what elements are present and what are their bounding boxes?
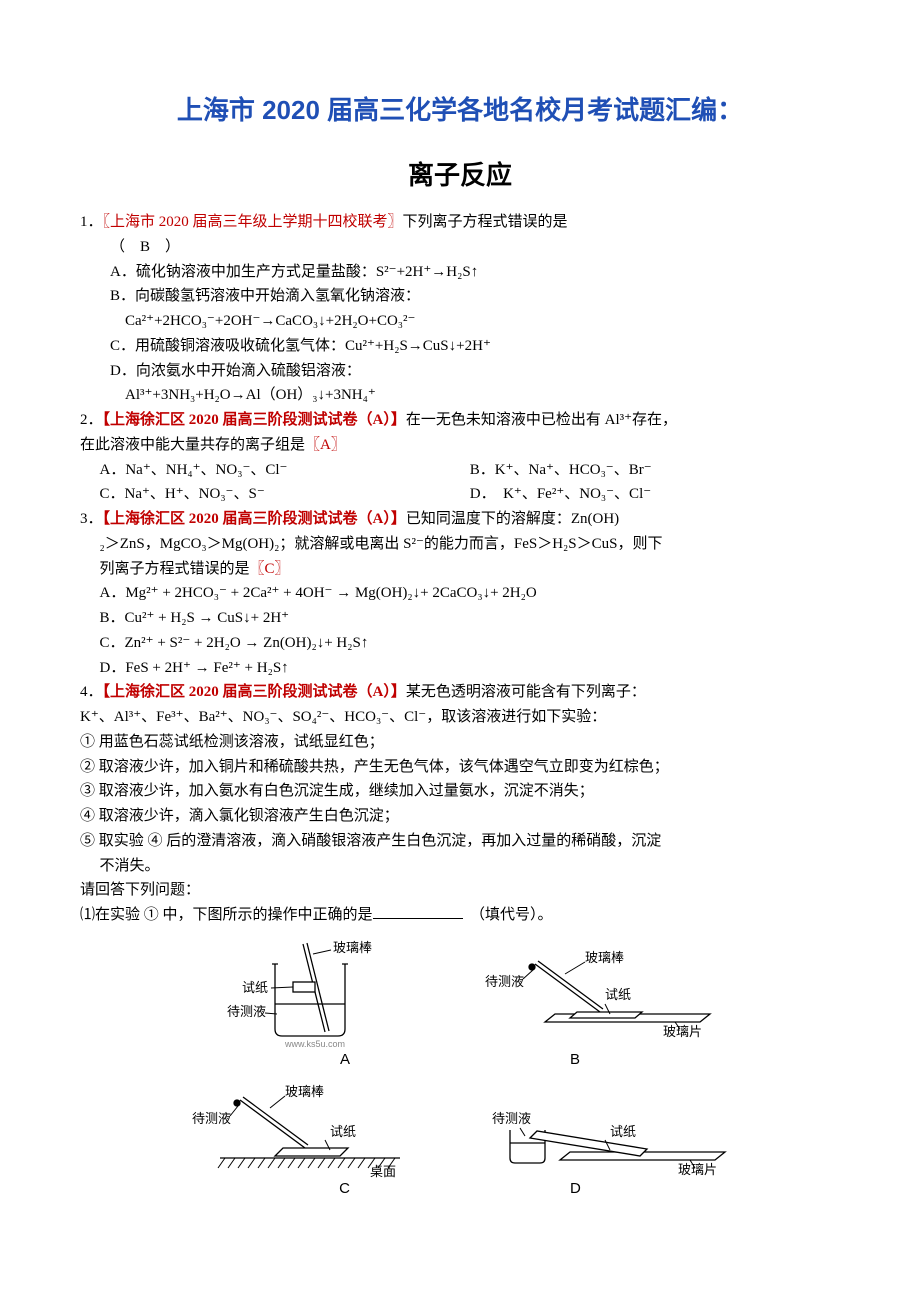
fig-label-a: A xyxy=(340,1051,350,1068)
q4-step5a: ⑤ 取实验 ④ 后的澄清溶液，滴入硝酸银溶液产生白色沉淀，再加入过量的稀硝酸，沉… xyxy=(80,829,840,854)
watermark: www.ks5u.com xyxy=(284,1039,345,1049)
q2-stem-line1: 2．【上海徐汇区 2020 届高三阶段测试试卷（A）】在一无色未知溶液中已检出有… xyxy=(80,408,840,433)
q3-stem-a: 已知同温度下的溶解度：Zn(OH) xyxy=(406,511,619,527)
q3-optB: B．Cu²⁺ + H₂S → CuS↓+ 2H⁺ xyxy=(80,606,840,631)
q2-answer: 〖A〗 xyxy=(305,437,346,453)
q4-step5b: 不消失。 xyxy=(80,854,840,879)
sub-title: 离子反应 xyxy=(80,155,840,192)
label-glass-rod-c: 玻璃棒 xyxy=(285,1084,324,1099)
q2-stem-line2: 在此溶液中能大量共存的离子组是〖A〗 xyxy=(80,433,840,458)
q1-optA: A．硫化钠溶液中加生产方式足量盐酸：S²⁻+2H⁺→H₂S↑ xyxy=(80,260,840,285)
q3-stem-line1: 3．【上海徐汇区 2020 届高三阶段测试试卷（A）】已知同温度下的溶解度：Zn… xyxy=(80,507,840,532)
label-glass-slide-b: 玻璃片 xyxy=(663,1024,702,1039)
q4-stem-line2: K⁺、Al³⁺、Fe³⁺、Ba²⁺、NO₃⁻、SO₄²⁻、HCO₃⁻、Cl⁻，取… xyxy=(80,705,840,730)
label-solution-b: 待测液 xyxy=(485,974,524,989)
figure-labels-row1: A B xyxy=(80,1051,840,1068)
q4-step1: ① 用蓝色石蕊试纸检测该溶液，试纸显红色； xyxy=(80,730,840,755)
q4-stem-a: 某无色透明溶液可能含有下列离子： xyxy=(406,684,646,700)
q2-options-row1: A．Na⁺、NH₄⁺、NO₃⁻、Cl⁻ B．K⁺、Na⁺、HCO₃⁻、Br⁻ xyxy=(80,458,840,483)
q4-step2: ② 取溶液少许，加入铜片和稀硫酸共热，产生无色气体，该气体遇空气立即变为红棕色； xyxy=(80,755,840,780)
q1-stem: 1．〖上海市 2020 届高三年级上学期十四校联考〗下列离子方程式错误的是 xyxy=(80,210,840,235)
q1-optB: B．向碳酸氢钙溶液中开始滴入氢氧化钠溶液： xyxy=(80,284,840,309)
q1-optD: D．向浓氨水中开始滴入硫酸铝溶液： xyxy=(80,359,840,384)
q3-stem-line2: ₂＞ZnS，MgCO₃＞Mg(OH)₂；就溶解或电离出 S²⁻的能力而言，FeS… xyxy=(80,532,840,557)
q1-stem-text: 下列离子方程式错误的是 xyxy=(403,214,568,230)
q2-stem-b: 在此溶液中能大量共存的离子组是 xyxy=(80,437,305,453)
fig-label-d: D xyxy=(570,1180,581,1197)
q2-optD: D． K⁺、Fe²⁺、NO₃⁻、Cl⁻ xyxy=(470,482,840,507)
page: 上海市 2020 届高三化学各地名校月考试题汇编： 离子反应 1．〖上海市 20… xyxy=(0,0,920,1237)
q4-step4: ④ 取溶液少许，滴入氯化钡溶液产生白色沉淀； xyxy=(80,804,840,829)
q3-optD: D．FeS + 2H⁺ → Fe²⁺ + H₂S↑ xyxy=(80,656,840,681)
q4-source: 【上海徐汇区 2020 届高三阶段测试试卷（A）】 xyxy=(103,684,406,700)
label-solution: 待测液 xyxy=(227,1004,266,1019)
fig-label-b: B xyxy=(570,1051,580,1068)
q2-num: 2． xyxy=(80,412,103,428)
label-test-paper: 试纸 xyxy=(242,980,268,995)
q1-eqB: Ca²⁺+2HCO₃⁻+2OH⁻→CaCO₃↓+2H₂O+CO₃²⁻ xyxy=(80,309,840,334)
q2-optB: B．K⁺、Na⁺、HCO₃⁻、Br⁻ xyxy=(470,458,840,483)
q4-step3: ③ 取溶液少许，加入氨水有白色沉淀生成，继续加入过量氨水，沉淀不消失； xyxy=(80,779,840,804)
q3-optA: A．Mg²⁺ + 2HCO₃⁻ + 2Ca²⁺ + 4OH⁻ → Mg(OH)₂… xyxy=(80,581,840,606)
q3-num: 3． xyxy=(80,511,103,527)
label-test-paper-d: 试纸 xyxy=(610,1124,636,1139)
main-title: 上海市 2020 届高三化学各地名校月考试题汇编： xyxy=(80,90,840,127)
q2-stem-a: 在一无色未知溶液中已检出有 Al³⁺存在， xyxy=(406,412,677,428)
q4-sub-prompt: 请回答下列问题： xyxy=(80,878,840,903)
q4-sub1: ⑴在实验 ① 中，下图所示的操作中正确的是 （填代号）。 xyxy=(80,903,840,928)
q3-source: 【上海徐汇区 2020 届高三阶段测试试卷（A）】 xyxy=(103,511,406,527)
figure-labels-row2: C D xyxy=(80,1180,840,1197)
figure-d: 待测液 试纸 玻璃片 xyxy=(490,1078,730,1178)
q4-stem-line1: 4．【上海徐汇区 2020 届高三阶段测试试卷（A）】某无色透明溶液可能含有下列… xyxy=(80,680,840,705)
label-solution-c: 待测液 xyxy=(192,1111,231,1126)
q3-stem-c: 列离子方程式错误的是 xyxy=(100,561,250,577)
label-glass-rod-b: 玻璃棒 xyxy=(585,950,624,965)
q1-answer: （ B ） xyxy=(80,235,840,260)
q4-sub1-tail: （填代号）。 xyxy=(478,907,553,923)
label-glass-slide-d: 玻璃片 xyxy=(678,1162,717,1177)
q4-sub1-text: ⑴在实验 ① 中，下图所示的操作中正确的是 xyxy=(80,907,373,923)
fig-label-c: C xyxy=(339,1180,350,1197)
q3-answer: 〖C〗 xyxy=(250,561,290,577)
figure-row-2: 玻璃棒 待测液 试纸 桌面 待测液 xyxy=(80,1078,840,1178)
q2-optA: A．Na⁺、NH₄⁺、NO₃⁻、Cl⁻ xyxy=(80,458,470,483)
q1-eqD: Al³⁺+3NH₃+H₂O→Al（OH）₃↓+3NH₄⁺ xyxy=(80,383,840,408)
label-desk-c: 桌面 xyxy=(370,1164,396,1178)
q2-source: 【上海徐汇区 2020 届高三阶段测试试卷（A）】 xyxy=(103,412,406,428)
blank-line xyxy=(373,918,463,919)
figure-row-1: 玻璃棒 试纸 待测液 www.ks5u.com xyxy=(80,934,840,1049)
figure-c: 玻璃棒 待测液 试纸 桌面 xyxy=(190,1078,420,1178)
q1-num: 1． xyxy=(80,214,103,230)
q2-options-row2: C．Na⁺、H⁺、NO₃⁻、S⁻ D． K⁺、Fe²⁺、NO₃⁻、Cl⁻ xyxy=(80,482,840,507)
q1-optC: C．用硫酸铜溶液吸收硫化氢气体：Cu²⁺+H₂S→CuS↓+2H⁺ xyxy=(80,334,840,359)
figure-area: 玻璃棒 试纸 待测液 www.ks5u.com xyxy=(80,934,840,1197)
label-test-paper-c: 试纸 xyxy=(330,1124,356,1139)
q3-optC: C．Zn²⁺ + S²⁻ + 2H₂O → Zn(OH)₂↓+ H₂S↑ xyxy=(80,631,840,656)
q3-stem-line3: 列离子方程式错误的是〖C〗 xyxy=(80,557,840,582)
figure-b: 玻璃棒 待测液 试纸 玻璃片 xyxy=(475,934,715,1049)
q1-source: 〖上海市 2020 届高三年级上学期十四校联考〗 xyxy=(103,214,403,230)
label-glass-rod: 玻璃棒 xyxy=(333,940,372,955)
q2-optC: C．Na⁺、H⁺、NO₃⁻、S⁻ xyxy=(80,482,470,507)
q4-num: 4． xyxy=(80,684,103,700)
figure-a: 玻璃棒 试纸 待测液 www.ks5u.com xyxy=(205,934,405,1049)
label-solution-d: 待测液 xyxy=(492,1111,531,1126)
label-test-paper-b: 试纸 xyxy=(605,987,631,1002)
